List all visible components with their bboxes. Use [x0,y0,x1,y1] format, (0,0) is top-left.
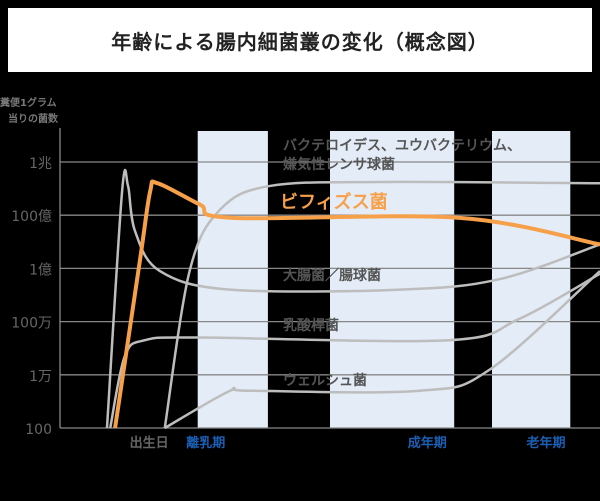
series-label-3: 乳酸桿菌 [283,317,339,334]
series-line-1 [113,179,600,429]
y-tick-label: 1万 [29,369,52,385]
y-tick-label: 100億 [11,209,52,225]
x-label-0: 出生日 [130,435,169,451]
y-axis-label-line1: 糞便1グラム [0,96,57,109]
y-tick-label: 100万 [11,316,52,332]
y-axis-label-line2: 当りの菌数 [8,112,59,125]
series-label-0-line2: 嫌気性レンサ球菌 [283,156,395,173]
period-band-0 [197,131,268,428]
x-label-2: 成年期 [408,435,447,451]
y-tick-label: 1兆 [29,156,52,172]
series-line-0 [163,180,600,429]
series-line-4 [164,270,600,430]
chart-title: 年齢による腸内細菌叢の変化（概念図） [111,29,489,54]
y-tick-label: 1億 [29,262,52,278]
title-box: 年齢による腸内細菌叢の変化（概念図） [8,8,592,72]
series-label-0-line1: バクテロイデス、ユウバクテリウム、 [283,137,521,154]
series-label-1: ビフィズス菌 [280,191,388,213]
series-label-4: ウェルシュ菌 [283,372,367,389]
period-band-1 [330,131,455,428]
series-line-2 [105,169,600,429]
y-tick-label: 100 [25,422,52,438]
x-label-1: 離乳期 [186,435,225,451]
x-label-3: 老年期 [525,435,565,451]
period-band-2 [492,131,571,428]
series-label-2: 大腸菌／腸球菌 [283,267,381,284]
